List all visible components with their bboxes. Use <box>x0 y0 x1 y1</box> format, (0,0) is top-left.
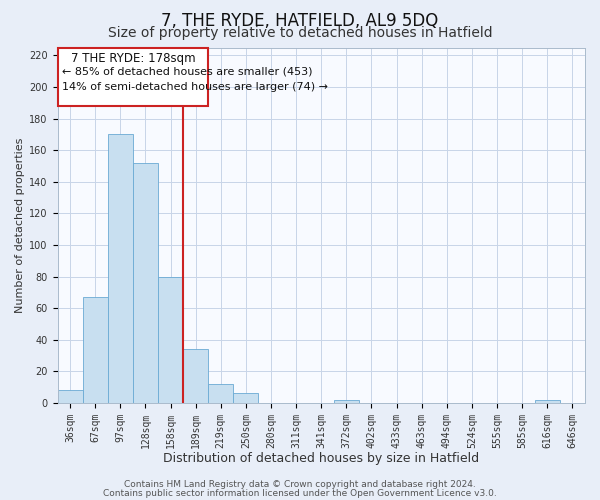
Bar <box>334 400 359 403</box>
Bar <box>133 163 158 403</box>
Bar <box>158 276 183 403</box>
X-axis label: Distribution of detached houses by size in Hatfield: Distribution of detached houses by size … <box>163 452 479 465</box>
Text: ← 85% of detached houses are smaller (453): ← 85% of detached houses are smaller (45… <box>62 66 312 76</box>
Bar <box>58 390 83 403</box>
Text: Contains public sector information licensed under the Open Government Licence v3: Contains public sector information licen… <box>103 488 497 498</box>
Text: 7 THE RYDE: 178sqm: 7 THE RYDE: 178sqm <box>71 52 195 65</box>
Bar <box>108 134 133 403</box>
Text: Size of property relative to detached houses in Hatfield: Size of property relative to detached ho… <box>107 26 493 40</box>
Text: Contains HM Land Registry data © Crown copyright and database right 2024.: Contains HM Land Registry data © Crown c… <box>124 480 476 489</box>
Text: 14% of semi-detached houses are larger (74) →: 14% of semi-detached houses are larger (… <box>62 82 328 92</box>
Bar <box>535 400 560 403</box>
Text: 7, THE RYDE, HATFIELD, AL9 5DQ: 7, THE RYDE, HATFIELD, AL9 5DQ <box>161 12 439 30</box>
Bar <box>83 297 108 403</box>
Bar <box>233 394 259 403</box>
Y-axis label: Number of detached properties: Number of detached properties <box>15 138 25 313</box>
Bar <box>183 349 208 403</box>
Bar <box>208 384 233 403</box>
FancyBboxPatch shape <box>58 48 208 106</box>
